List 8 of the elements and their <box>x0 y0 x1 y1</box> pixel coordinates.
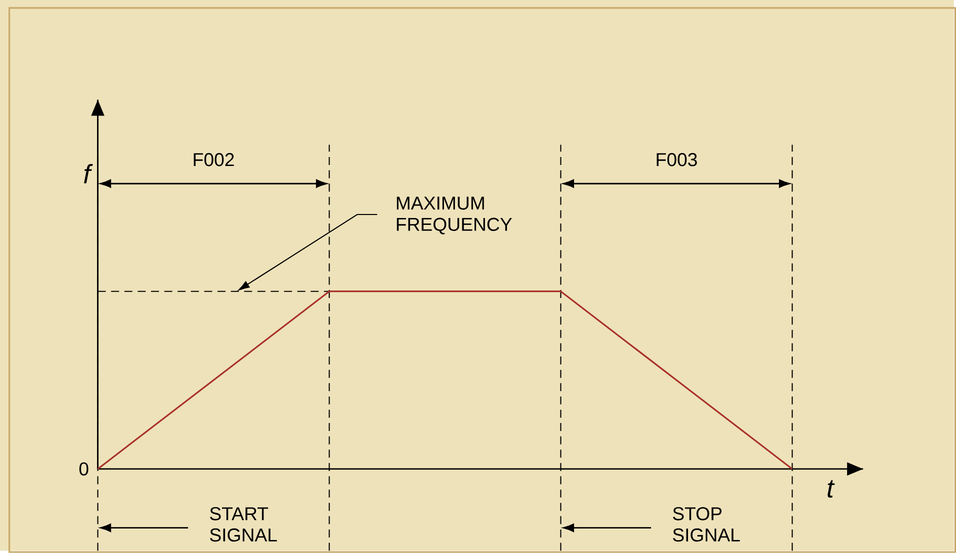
text: F003 <box>656 153 697 166</box>
x-axis-title: t <box>828 480 835 498</box>
text: F002 <box>194 153 234 166</box>
y-axis-title: f <box>84 164 93 184</box>
text: STOP SIGNAL <box>672 507 740 542</box>
ref-line-label: MAXIMUM FREQUENCY <box>396 196 512 234</box>
text: 0 <box>79 462 88 476</box>
text: START SIGNAL <box>210 507 277 542</box>
